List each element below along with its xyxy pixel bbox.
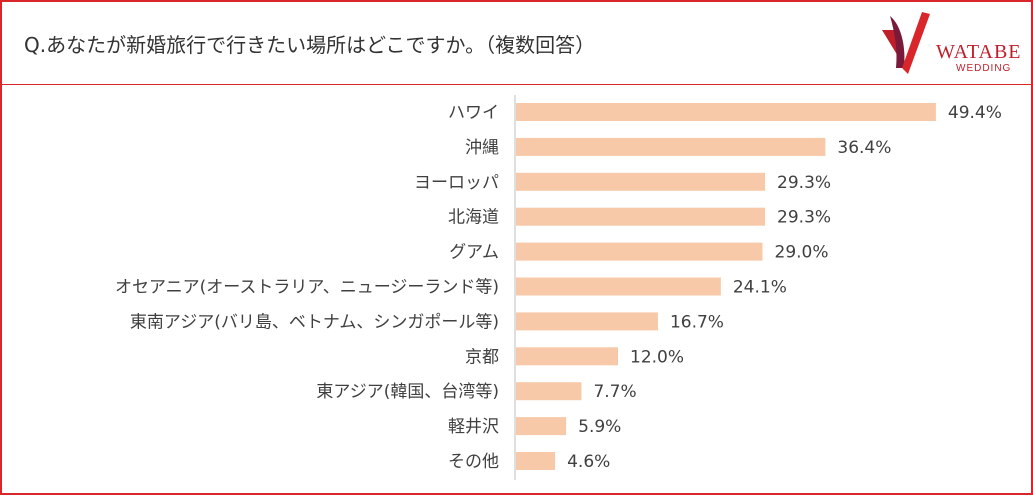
value-label-10: 4.6% bbox=[567, 452, 610, 472]
logo-subtext: WEDDING bbox=[956, 63, 1012, 74]
category-label-4: グアム bbox=[449, 243, 499, 263]
value-label-2: 29.3% bbox=[777, 173, 831, 193]
category-label-1: 沖縄 bbox=[465, 138, 499, 158]
bar-1 bbox=[516, 137, 826, 156]
bar-3 bbox=[516, 207, 766, 226]
value-label-6: 16.7% bbox=[670, 312, 724, 332]
watabe-logo: WATABE WEDDING bbox=[878, 8, 1023, 78]
category-label-9: 軽井沢 bbox=[448, 417, 499, 437]
chart-header: Q.あなたが新婚旅行で行きたい場所はどこですか。（複数回答） WATABE WE… bbox=[0, 0, 1033, 84]
category-label-8: 東アジア(韓国、台湾等) bbox=[316, 382, 499, 402]
bar-chart: ハワイ 49.4% 沖縄 36.4% ヨーロッパ 29.3% 北海道 29.3% グアム 29.0… bbox=[115, 95, 1002, 480]
bar-7 bbox=[516, 347, 618, 366]
chart-area: ハワイ 49.4% 沖縄 36.4% ヨーロッパ 29.3% 北海道 29.3% グアム 29.0… bbox=[0, 84, 1033, 495]
value-label-3: 29.3% bbox=[777, 208, 831, 228]
bar-6 bbox=[516, 312, 658, 331]
value-label-9: 5.9% bbox=[578, 417, 621, 437]
category-label-0: ハワイ bbox=[448, 103, 499, 123]
value-label-0: 49.4% bbox=[948, 103, 1002, 123]
bar-4 bbox=[516, 242, 763, 261]
bar-9 bbox=[516, 417, 567, 436]
category-label-10: その他 bbox=[448, 452, 499, 472]
value-label-1: 36.4% bbox=[837, 138, 891, 158]
value-label-4: 29.0% bbox=[775, 243, 829, 263]
category-label-3: 北海道 bbox=[448, 208, 499, 228]
bar-8 bbox=[516, 382, 582, 401]
logo-text: WATABE bbox=[936, 41, 1022, 63]
watabe-logo-icon bbox=[882, 12, 930, 74]
category-label-6: 東南アジア(バリ島、ベトナム、シンガポール等) bbox=[130, 312, 499, 332]
value-label-7: 12.0% bbox=[630, 347, 684, 367]
value-label-8: 7.7% bbox=[593, 382, 636, 402]
bar-5 bbox=[516, 277, 721, 296]
category-label-7: 京都 bbox=[465, 347, 499, 367]
bar-2 bbox=[516, 172, 766, 191]
category-label-5: オセアニア(オーストラリア、ニュージーランド等) bbox=[115, 278, 499, 298]
bar-10 bbox=[516, 452, 556, 470]
category-label-2: ヨーロッパ bbox=[414, 173, 499, 193]
value-label-5: 24.1% bbox=[733, 278, 787, 298]
question-title: Q.あなたが新婚旅行で行きたい場所はどこですか。（複数回答） bbox=[24, 33, 596, 57]
bar-0 bbox=[516, 103, 936, 121]
